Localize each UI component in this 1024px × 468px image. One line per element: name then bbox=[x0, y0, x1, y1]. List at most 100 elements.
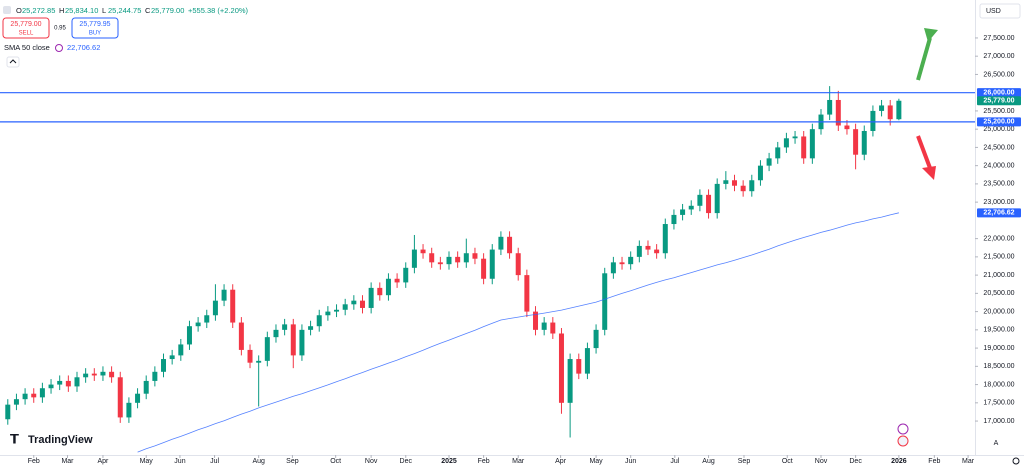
candle-body bbox=[887, 105, 893, 120]
candle-body bbox=[13, 399, 19, 405]
candle-body bbox=[489, 249, 495, 279]
candle-body bbox=[334, 309, 340, 312]
y-tick-label: 25,500.00 bbox=[983, 108, 1014, 115]
y-tick-label: 27,000.00 bbox=[983, 53, 1014, 60]
currency-button[interactable] bbox=[979, 3, 1021, 19]
y-tick-label: 19,500.00 bbox=[983, 327, 1014, 334]
candle-body bbox=[290, 324, 296, 356]
candle-body bbox=[109, 371, 115, 378]
x-tick-label: Aug bbox=[252, 458, 265, 465]
candle-body bbox=[308, 326, 314, 330]
candle-body bbox=[403, 267, 409, 283]
candle-body bbox=[766, 158, 772, 166]
candle-body bbox=[57, 380, 63, 385]
candle-body bbox=[256, 360, 262, 363]
ohlc-label: H bbox=[59, 6, 64, 15]
x-tick-label: Mar bbox=[512, 458, 525, 465]
candle-body bbox=[541, 322, 547, 330]
candle-body bbox=[472, 253, 478, 259]
y-tick-label: 18,000.00 bbox=[983, 381, 1014, 388]
symbol-icon[interactable] bbox=[3, 6, 11, 14]
candle-body bbox=[602, 273, 608, 330]
ohlc-label: O bbox=[16, 6, 22, 15]
settings-icon[interactable] bbox=[1012, 457, 1020, 465]
y-tick-label: 24,000.00 bbox=[983, 162, 1014, 169]
candle-body bbox=[420, 249, 426, 254]
candle-body bbox=[835, 99, 841, 126]
y-tick-label: 22,000.00 bbox=[983, 235, 1014, 242]
y-tick-label: 18,500.00 bbox=[983, 363, 1014, 370]
candle-body bbox=[680, 209, 686, 215]
candle-body bbox=[299, 329, 305, 356]
ohlc-value: 25,779.00 bbox=[151, 6, 184, 15]
y-tick-label: 25,000.00 bbox=[983, 126, 1014, 133]
candle-body bbox=[100, 371, 106, 376]
level-label: 26,000.00 bbox=[983, 90, 1014, 97]
y-tick-label: 19,000.00 bbox=[983, 345, 1014, 352]
candle-body bbox=[515, 253, 521, 276]
sell-button[interactable] bbox=[2, 17, 50, 39]
candle-body bbox=[844, 125, 850, 130]
candle-body bbox=[377, 287, 383, 296]
candle-body bbox=[481, 258, 487, 279]
y-tick-label: 20,000.00 bbox=[983, 308, 1014, 315]
x-tick-label: Dec bbox=[849, 458, 862, 465]
candle-body bbox=[558, 333, 564, 403]
candle-body bbox=[83, 373, 89, 378]
candle-body bbox=[740, 185, 746, 192]
candle-body bbox=[74, 377, 80, 387]
candle-body bbox=[411, 249, 417, 268]
x-tick-label: Jul bbox=[670, 458, 679, 465]
x-tick-label: Oct bbox=[330, 458, 341, 465]
last-price-box bbox=[977, 96, 1021, 106]
candle-body bbox=[688, 205, 694, 210]
x-tick-label: 2026 bbox=[891, 458, 907, 465]
candle-body bbox=[775, 147, 781, 159]
candle-body bbox=[662, 224, 668, 254]
sell-label: SELL bbox=[19, 31, 34, 37]
x-tick-label: Mar bbox=[962, 458, 975, 465]
candle-body bbox=[342, 304, 348, 310]
candle-body bbox=[212, 300, 218, 316]
candle-body bbox=[792, 136, 798, 139]
level-label-box bbox=[977, 117, 1021, 127]
collapse-button[interactable] bbox=[6, 56, 20, 68]
candle-body bbox=[801, 136, 807, 159]
x-tick-label: May bbox=[140, 458, 154, 465]
y-tick-label: 26,500.00 bbox=[983, 71, 1014, 78]
event-icon[interactable] bbox=[897, 423, 909, 435]
x-tick-label: Mar bbox=[61, 458, 74, 465]
candle-body bbox=[186, 326, 192, 345]
y-tick-label: 21,000.00 bbox=[983, 272, 1014, 279]
sma-legend-value: 22,706.62 bbox=[67, 43, 100, 52]
candle-body bbox=[697, 194, 703, 206]
sma-settings-icon[interactable] bbox=[55, 44, 63, 52]
x-tick-label: Nov bbox=[365, 458, 378, 465]
candle-body bbox=[273, 329, 279, 338]
ohlc-value: 25,244.75 bbox=[108, 6, 141, 15]
y-tick-label: 20,500.00 bbox=[983, 290, 1014, 297]
ohlc-label: C bbox=[145, 6, 151, 15]
candle-body bbox=[567, 359, 573, 403]
level-label: 25,200.00 bbox=[983, 119, 1014, 126]
ohlc-value: 25,834.10 bbox=[65, 6, 98, 15]
candle-body bbox=[619, 262, 625, 265]
candle-body bbox=[39, 388, 45, 398]
y-tick-label: 23,000.00 bbox=[983, 199, 1014, 206]
x-tick-label: Jun bbox=[625, 458, 636, 465]
candle-body bbox=[757, 165, 763, 181]
x-tick-label: Jun bbox=[174, 458, 185, 465]
spread: 0.95 bbox=[54, 26, 66, 32]
x-tick-label: Oct bbox=[782, 458, 793, 465]
x-tick-label: May bbox=[589, 458, 603, 465]
candle-body bbox=[706, 194, 712, 214]
drawn-arrow-down bbox=[916, 135, 932, 169]
drawn-arrow-up bbox=[916, 37, 932, 81]
buy-button[interactable] bbox=[71, 17, 119, 39]
y-tick-label: 17,500.00 bbox=[983, 400, 1014, 407]
scale-mode[interactable]: A bbox=[994, 440, 999, 447]
event-icon[interactable] bbox=[897, 435, 909, 447]
candle-body bbox=[861, 130, 867, 155]
candle-body bbox=[628, 256, 634, 265]
